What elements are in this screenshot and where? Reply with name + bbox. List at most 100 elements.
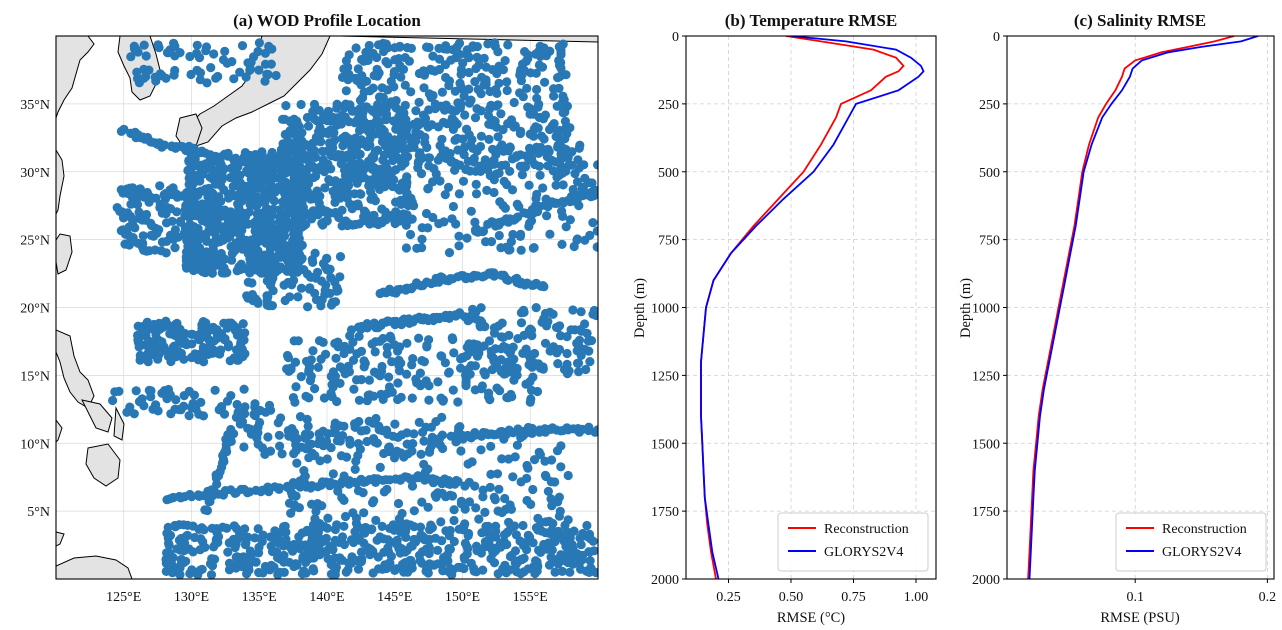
profile-point — [453, 397, 463, 407]
profile-point — [467, 135, 477, 145]
profile-point — [225, 231, 235, 242]
profile-point — [422, 563, 432, 573]
profile-point — [224, 193, 234, 203]
profile-point — [170, 243, 180, 253]
profile-point — [289, 336, 299, 346]
profile-point — [290, 124, 300, 135]
profile-point — [464, 84, 474, 94]
profile-point — [456, 69, 466, 79]
profile-point — [400, 158, 410, 168]
salinity-series-line-2 — [1028, 36, 1259, 579]
profile-point — [423, 502, 433, 512]
profile-point — [580, 319, 590, 329]
profile-point — [569, 526, 579, 536]
profile-point — [499, 530, 510, 540]
profile-point — [497, 318, 507, 328]
profile-point — [246, 550, 256, 560]
profile-point — [464, 528, 474, 539]
profile-point — [226, 391, 236, 401]
profile-point — [378, 38, 388, 49]
profile-point — [368, 568, 378, 578]
profile-point — [419, 436, 429, 446]
profile-point — [444, 567, 454, 577]
profile-point — [466, 206, 476, 216]
profile-point — [421, 422, 431, 432]
profile-point — [484, 538, 494, 548]
profile-point — [316, 537, 326, 548]
profile-point — [397, 508, 407, 519]
salinity-title: (c) Salinity RMSE — [1074, 11, 1206, 30]
profile-point — [341, 567, 351, 577]
profile-point — [394, 54, 404, 64]
profile-point — [139, 40, 149, 50]
profile-point — [150, 72, 160, 82]
profile-point — [494, 61, 504, 71]
profile-point — [359, 508, 369, 518]
profile-point — [542, 211, 552, 221]
profile-point — [482, 185, 492, 195]
profile-point — [460, 481, 470, 491]
profile-point — [248, 250, 258, 260]
profile-point — [293, 292, 303, 302]
profile-point — [361, 47, 371, 58]
profile-point — [254, 38, 264, 48]
profile-point — [160, 140, 170, 150]
profile-point — [575, 140, 585, 150]
profile-point — [180, 336, 190, 346]
profile-point — [480, 322, 490, 332]
profile-point — [294, 173, 305, 183]
profile-point — [447, 113, 457, 123]
profile-point — [554, 344, 565, 355]
profile-point — [374, 421, 384, 431]
profile-point — [208, 241, 218, 251]
profile-point — [392, 115, 402, 125]
profile-point — [209, 49, 219, 59]
profile-point — [206, 63, 216, 73]
profile-point — [415, 381, 425, 391]
profile-point — [480, 370, 490, 380]
profile-point — [258, 530, 268, 540]
profile-point — [311, 506, 321, 516]
profile-point — [426, 93, 436, 103]
profile-point — [478, 485, 488, 495]
profile-point — [483, 521, 493, 532]
temperature-legend-label: Reconstruction — [824, 522, 909, 537]
profile-point — [234, 189, 244, 199]
profile-point — [373, 102, 383, 112]
profile-point — [216, 248, 226, 259]
profile-point — [280, 198, 290, 209]
profile-point — [568, 305, 578, 315]
profile-point — [339, 495, 349, 505]
profile-point — [468, 304, 478, 314]
profile-point — [377, 521, 387, 532]
profile-point — [325, 264, 335, 274]
profile-point — [296, 99, 306, 110]
profile-point — [504, 454, 514, 464]
profile-point — [585, 556, 595, 566]
profile-point — [176, 405, 186, 415]
profile-point — [486, 469, 496, 479]
profile-point — [198, 319, 208, 329]
profile-point — [569, 241, 579, 252]
profile-point — [404, 215, 414, 225]
profile-point — [199, 202, 209, 212]
temperature-lines — [700, 36, 925, 579]
profile-point — [448, 334, 458, 345]
profile-point — [469, 566, 479, 576]
profile-point — [394, 544, 404, 554]
salinity-ylabel: Depth (m) — [958, 278, 974, 338]
profile-point — [438, 558, 448, 568]
profile-point — [252, 296, 262, 306]
profile-point — [223, 339, 233, 350]
profile-point — [311, 273, 321, 283]
profile-point — [424, 381, 434, 391]
profile-point — [491, 101, 501, 111]
profile-point — [428, 177, 438, 187]
profile-point — [300, 429, 310, 439]
profile-point — [557, 566, 567, 577]
profile-point — [535, 363, 546, 373]
profile-point — [428, 51, 438, 61]
profile-point — [184, 411, 194, 421]
profile-point — [343, 100, 353, 110]
profile-point — [497, 454, 507, 464]
